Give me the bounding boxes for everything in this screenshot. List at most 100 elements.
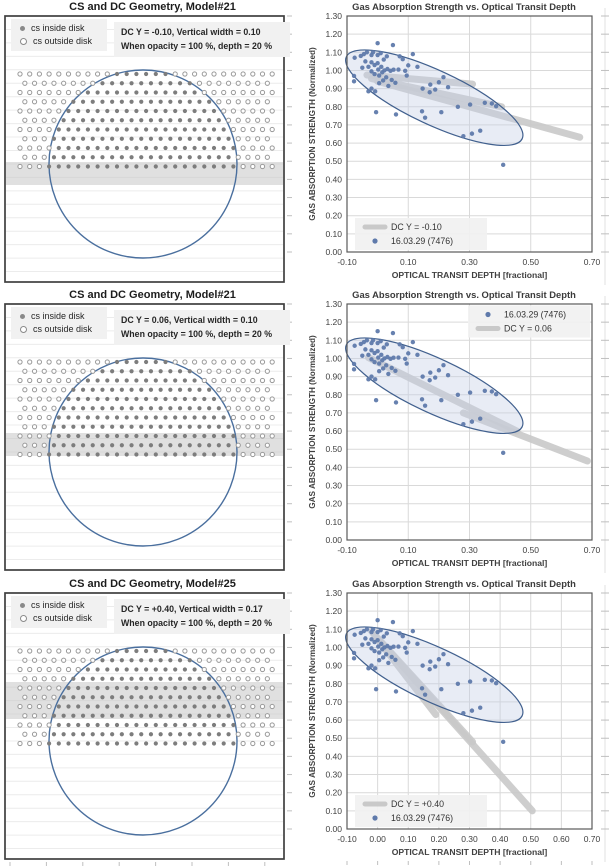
- legend-entry-label: DC Y = 0.06: [504, 324, 552, 334]
- svg-text:-0.10: -0.10: [337, 257, 357, 267]
- chart-legend: DC Y = -0.10 16.03.29 (7476): [355, 218, 487, 250]
- svg-text:0.30: 0.30: [461, 834, 478, 844]
- param-line-2: When opacity = 100 %, depth = 20 %: [121, 40, 273, 51]
- x-axis-tick-labels: -0.10 0.10 0.30 0.50 0.70: [337, 545, 600, 555]
- svg-text:0.70: 0.70: [325, 120, 342, 130]
- svg-text:1.20: 1.20: [325, 29, 342, 39]
- svg-text:0.60: 0.60: [325, 715, 342, 725]
- cs-dots: [17, 71, 275, 170]
- svg-text:0.80: 0.80: [325, 390, 342, 400]
- param-line-1: DC Y = 0.06, Vertical width = 0.10: [121, 315, 258, 325]
- scatter-chart-canvas-3: 0.00 0.10 0.20 0.30 0.40 0.50 0.60 0.70 0.80 0.90…: [305, 577, 610, 866]
- chart-title-3: Gas Absorption Strength vs. Optical Tran…: [352, 578, 576, 589]
- right-edge-tick-marks: [601, 8, 609, 285]
- x-axis-title: OPTICAL TRANSIT DEPTH [fractional]: [392, 270, 548, 280]
- svg-text:0.40: 0.40: [325, 462, 342, 472]
- right-edge-tick-marks: [346, 585, 609, 865]
- geometry-title-2: CS and DC Geometry, Model#21: [69, 289, 236, 301]
- svg-text:0.20: 0.20: [325, 499, 342, 509]
- stellar-disk-circle: [48, 357, 238, 547]
- svg-text:0.00: 0.00: [325, 535, 342, 545]
- confidence-ellipse: [345, 49, 524, 147]
- geometry-legend-1: cs inside disk cs outside disk: [11, 19, 107, 51]
- legend-label: cs outside disk: [33, 324, 93, 334]
- y-axis-tick-labels: 0.00 0.10 0.20 0.30 0.40 0.50 0.60 0.70 0.80 0.90…: [325, 299, 342, 545]
- svg-text:0.30: 0.30: [325, 481, 342, 491]
- svg-text:0.00: 0.00: [325, 824, 342, 834]
- confidence-ellipse: [345, 626, 524, 724]
- scatter-chart-panel-1: 0.00 0.10 0.20 0.30 0.40 0.50 0.60 0.70 0.80 0.90…: [305, 0, 610, 288]
- svg-text:0.30: 0.30: [461, 545, 478, 555]
- y-axis-tick-labels: 0.00 0.10 0.20 0.30 0.40 0.50 0.60 0.70 0.80 0.90…: [325, 11, 342, 257]
- svg-text:0.10: 0.10: [400, 545, 417, 555]
- svg-text:0.50: 0.50: [325, 444, 342, 454]
- svg-text:1.00: 1.00: [325, 65, 342, 75]
- geometry-params-1: DC Y = -0.10, Vertical width = 0.10 When…: [114, 22, 290, 57]
- svg-text:0.30: 0.30: [325, 193, 342, 203]
- param-line-1: DC Y = +0.40, Vertical width = 0.17: [121, 604, 263, 614]
- svg-text:0.50: 0.50: [522, 545, 539, 555]
- legend-item-outside: cs outside disk: [17, 612, 107, 625]
- svg-text:0.00: 0.00: [325, 247, 342, 257]
- scatter-plot: [345, 592, 593, 830]
- open-dot-marker-icon: [20, 615, 27, 622]
- legend-item-outside: cs outside disk: [17, 323, 107, 336]
- scatter-plot: [345, 303, 593, 541]
- x-axis-title: OPTICAL TRANSIT DEPTH [fractional]: [392, 558, 548, 568]
- geometry-plot: [4, 303, 285, 571]
- svg-text:0.30: 0.30: [325, 770, 342, 780]
- chart-title-2: Gas Absorption Strength vs. Optical Tran…: [352, 289, 576, 300]
- plot-border: [346, 15, 593, 253]
- svg-text:0.10: 0.10: [325, 229, 342, 239]
- right-edge-tick-marks: [601, 296, 609, 573]
- y-axis-tick-labels: 0.00 0.10 0.20 0.30 0.40 0.50 0.60 0.70 0.80 0.90…: [325, 588, 342, 834]
- svg-text:1.00: 1.00: [325, 353, 342, 363]
- svg-text:0.10: 0.10: [400, 257, 417, 267]
- plot-border: [346, 592, 593, 830]
- svg-text:1.00: 1.00: [325, 642, 342, 652]
- y-axis-title: GAS ABSORPTION STRENGTH (Normalized): [308, 335, 317, 509]
- svg-text:1.20: 1.20: [325, 606, 342, 616]
- svg-text:0.90: 0.90: [325, 661, 342, 671]
- svg-text:0.80: 0.80: [325, 679, 342, 689]
- chart-legend: DC Y = +0.40 16.03.29 (7476): [355, 795, 487, 827]
- y-axis-title: GAS ABSORPTION STRENGTH (Normalized): [308, 624, 317, 798]
- dc-band: [6, 433, 283, 456]
- svg-text:1.30: 1.30: [325, 11, 342, 21]
- svg-text:1.30: 1.30: [325, 299, 342, 309]
- stellar-disk-circle: [48, 69, 238, 259]
- svg-text:0.30: 0.30: [461, 257, 478, 267]
- legend-label: cs outside disk: [33, 36, 93, 46]
- svg-text:1.10: 1.10: [325, 335, 342, 345]
- svg-text:0.60: 0.60: [325, 138, 342, 148]
- filled-dot-marker-icon: [20, 314, 25, 319]
- svg-text:-0.10: -0.10: [337, 545, 357, 555]
- legend-item-outside: cs outside disk: [17, 35, 107, 48]
- geometry-panel-2: CS and DC Geometry, Model#21 cs inside d…: [0, 288, 305, 577]
- svg-text:0.80: 0.80: [325, 102, 342, 112]
- geometry-legend-3: cs inside disk cs outside disk: [11, 596, 107, 628]
- svg-text:1.30: 1.30: [325, 588, 342, 598]
- legend-label: cs inside disk: [31, 23, 85, 33]
- legend-point-swatch: [372, 815, 378, 821]
- svg-text:0.70: 0.70: [584, 545, 601, 555]
- svg-text:0.10: 0.10: [325, 517, 342, 527]
- svg-text:0.70: 0.70: [325, 697, 342, 707]
- geometry-title-3: CS and DC Geometry, Model#25: [69, 578, 236, 590]
- svg-text:0.10: 0.10: [400, 834, 417, 844]
- svg-text:0.00: 0.00: [369, 834, 386, 844]
- x-axis-title: OPTICAL TRANSIT DEPTH [fractional]: [392, 847, 548, 857]
- svg-text:0.70: 0.70: [325, 408, 342, 418]
- scatter-chart-canvas-1: 0.00 0.10 0.20 0.30 0.40 0.50 0.60 0.70 0.80 0.90…: [305, 0, 610, 288]
- svg-text:0.60: 0.60: [553, 834, 570, 844]
- geo-panel-border: [4, 303, 285, 571]
- scatter-chart-panel-2: 0.00 0.10 0.20 0.30 0.40 0.50 0.60 0.70 0.80 0.90…: [305, 288, 610, 577]
- legend-entry-label: DC Y = -0.10: [391, 222, 442, 232]
- geo-panel-border: [4, 15, 285, 283]
- legend-label: cs outside disk: [33, 613, 93, 623]
- x-axis-tick-labels: -0.10 0.10 0.30 0.50 0.70: [337, 257, 600, 267]
- legend-item-inside: cs inside disk: [17, 599, 107, 612]
- scatter-plot: [345, 15, 593, 253]
- x-axis-tick-labels: -0.10 0.00 0.10 0.20 0.30 0.40 0.50 0.60 0.70: [337, 834, 600, 844]
